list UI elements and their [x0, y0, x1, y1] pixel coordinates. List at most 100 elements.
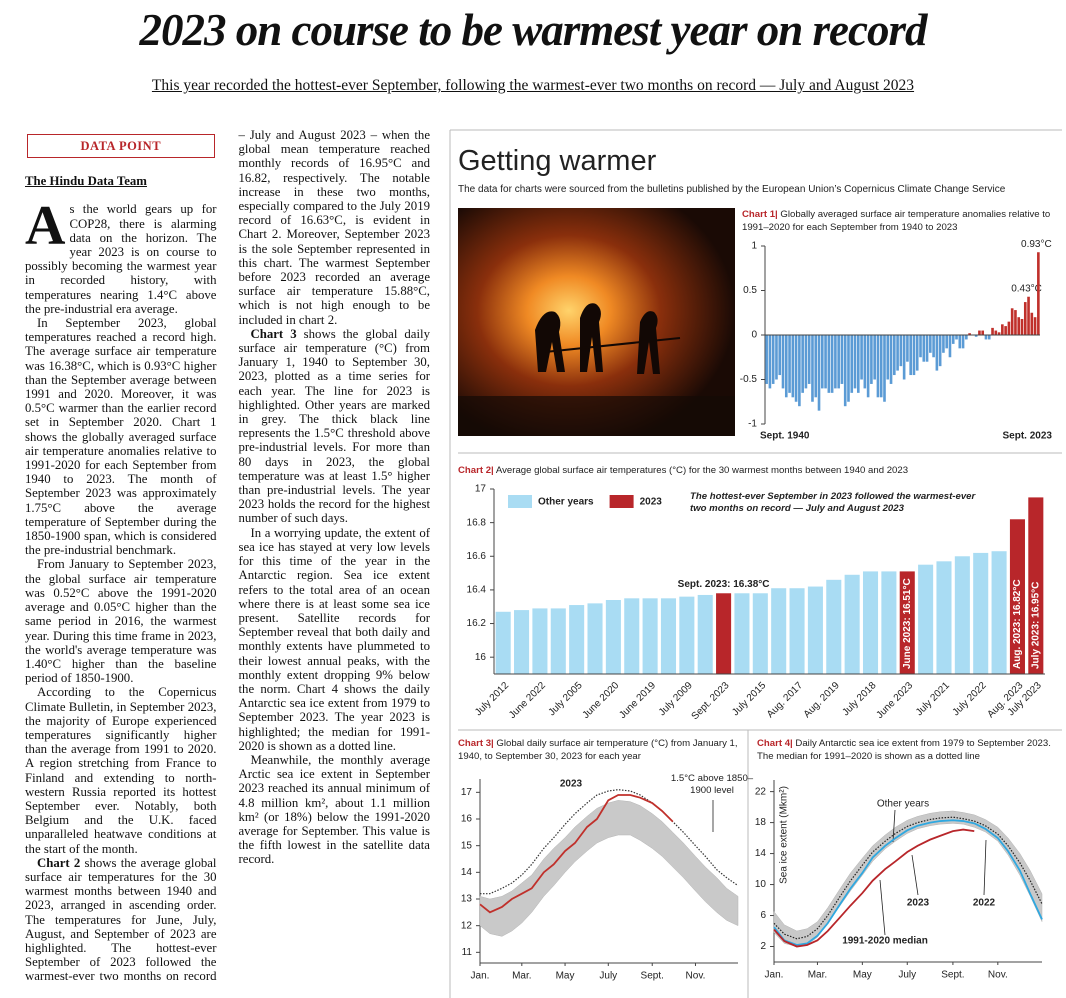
x-tick-label: July 2018	[840, 680, 878, 718]
leader-line	[892, 809, 896, 843]
annotation-box: The hottest-ever September in 2023 follo…	[690, 491, 976, 514]
paragraph-text: s the world gears up for COP28, there is…	[25, 202, 217, 316]
bar	[1014, 310, 1017, 335]
legend-label: Other years	[538, 497, 594, 508]
bar	[929, 335, 932, 353]
bar	[716, 593, 732, 674]
paragraph-text: shows the global daily surface air tempe…	[238, 326, 431, 526]
bar	[876, 335, 880, 398]
x-tick-label: June 2019	[617, 680, 658, 721]
bar	[768, 335, 772, 389]
chart-title-text: Global daily surface air temperature (°C…	[458, 738, 738, 762]
paragraph: In a worrying update, the extent of sea …	[238, 525, 431, 753]
bar	[958, 335, 962, 349]
bar	[991, 551, 1007, 674]
bar	[807, 335, 811, 384]
bar	[532, 608, 548, 674]
bar	[765, 335, 768, 384]
bar	[847, 335, 850, 402]
bar	[873, 335, 876, 380]
chart-title: Chart 3| Global daily surface air temper…	[458, 738, 743, 763]
bar	[1017, 317, 1021, 335]
value-label: Aug. 2023: 16.82°C	[1012, 579, 1023, 669]
bar	[860, 335, 863, 380]
bar	[954, 556, 970, 674]
bar	[978, 330, 981, 335]
bar	[862, 571, 879, 674]
y-tick-label: 16.6	[467, 551, 487, 562]
x-tick-label: Mar.	[512, 971, 531, 982]
bar	[893, 335, 896, 376]
bar	[587, 603, 603, 674]
paragraph: From January to September 2023, the glob…	[25, 557, 217, 686]
bar	[820, 335, 824, 389]
bar	[826, 579, 842, 674]
bar	[906, 335, 909, 362]
bar	[824, 335, 827, 389]
lead: Chart 2	[37, 855, 81, 870]
bar	[817, 335, 821, 411]
bar	[1007, 321, 1011, 335]
series-line	[479, 794, 674, 914]
chart-title-text: Daily Antarctic sea ice extent from 1979…	[757, 738, 1051, 762]
x-tick-label: June 2022	[507, 680, 548, 721]
bar	[1009, 519, 1025, 674]
bar	[771, 335, 775, 384]
y-tick-label: 18	[755, 817, 767, 828]
y-tick-label: 11	[462, 947, 473, 958]
x-tick-label: July 2022	[951, 680, 989, 718]
bar	[495, 611, 511, 674]
bar	[801, 335, 804, 393]
y-tick-label: 2	[760, 941, 766, 952]
bar	[853, 335, 857, 389]
kicker: DATA POINT	[27, 134, 215, 159]
paragraph-text: shows the average global surface air tem…	[25, 128, 430, 984]
annotation: The hottest-ever September in 2023 follo…	[690, 491, 976, 514]
leader-line	[879, 879, 886, 936]
bar	[951, 335, 955, 344]
x-tick-label: Jan.	[471, 971, 490, 982]
y-tick-label: 0.5	[743, 285, 757, 296]
bar	[811, 335, 814, 402]
y-tick-label: 12	[461, 920, 473, 931]
series-label: 1991-2020 median	[842, 936, 928, 947]
bar	[955, 335, 958, 340]
bar	[814, 335, 818, 398]
bar	[1020, 318, 1024, 335]
y-tick-label: 22	[755, 786, 767, 797]
legend-swatch	[609, 495, 634, 508]
bar	[899, 335, 903, 367]
y-tick-label: 1	[751, 241, 757, 252]
bar	[936, 561, 952, 674]
bar	[788, 335, 791, 393]
x-tick-label: July 2005	[547, 680, 585, 718]
bar	[896, 335, 899, 371]
bar	[1030, 312, 1034, 335]
x-tick-label: Nov.	[988, 970, 1008, 981]
y-tick-label: 15	[461, 840, 473, 851]
y-tick-label: 13	[461, 894, 473, 905]
bar	[997, 332, 1001, 335]
y-tick-label: 17	[475, 484, 487, 495]
bar	[942, 335, 945, 353]
chart-title-text: Average global surface air temperatures …	[495, 465, 909, 476]
bar	[840, 335, 844, 384]
bar	[697, 594, 713, 674]
chart-label: Chart 1|	[742, 209, 778, 220]
chart-title-text: Globally averaged surface air temperatur…	[742, 209, 1051, 233]
bar	[1010, 308, 1014, 335]
y-tick-label: 17	[461, 787, 473, 798]
chart-label: Chart 2|	[458, 465, 494, 476]
bar	[660, 598, 677, 674]
bar	[932, 335, 935, 358]
bar	[1028, 497, 1044, 674]
series-label: 2023	[907, 898, 930, 909]
bar	[991, 327, 994, 335]
bar	[1027, 296, 1030, 335]
x-tick-label: Mar.	[808, 970, 827, 981]
bar	[679, 596, 695, 674]
dropcap: A	[25, 195, 66, 258]
chart-label: Chart 3|	[458, 738, 494, 749]
